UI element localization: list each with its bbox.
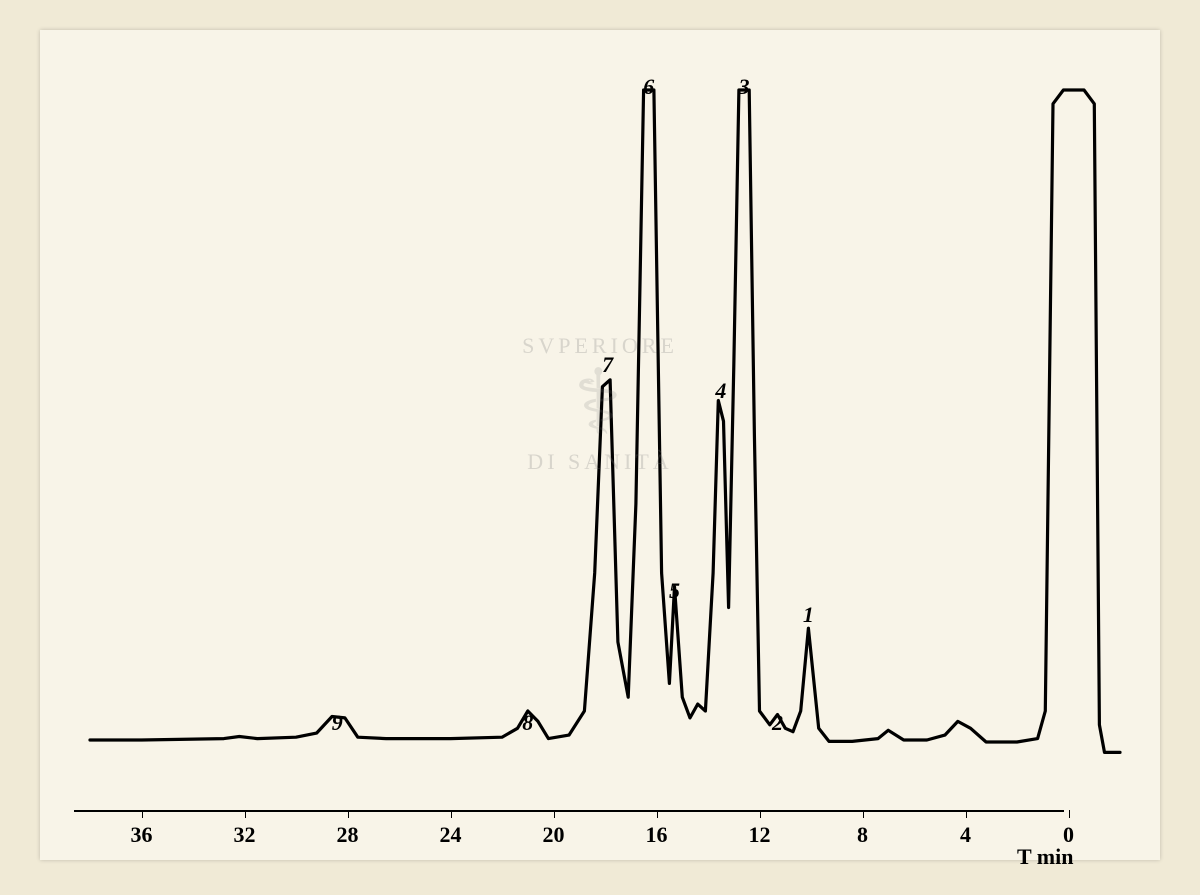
peak-label: 9 [332,710,343,736]
x-tick [863,810,864,818]
x-tick [245,810,246,818]
peak-label: 7 [602,352,613,378]
x-tick [348,810,349,818]
peak-label: 3 [739,74,750,100]
x-tick [760,810,761,818]
x-tick-label: 4 [960,822,971,848]
x-axis-line [74,810,1064,812]
peak-label: 5 [669,578,680,604]
x-tick [657,810,658,818]
x-tick-label: 20 [543,822,565,848]
x-tick [1069,810,1070,818]
scan-frame: 04812162024283236 123456789 T min SVPERI… [40,30,1160,860]
x-tick [554,810,555,818]
x-tick-label: 28 [337,822,359,848]
x-tick [966,810,967,818]
chromatogram-trace [90,90,1120,752]
x-tick [451,810,452,818]
x-tick-label: 8 [857,822,868,848]
x-tick-label: 16 [646,822,668,848]
x-tick-label: 32 [234,822,256,848]
peak-label: 1 [803,602,814,628]
peak-label: 8 [522,710,533,736]
x-tick [142,810,143,818]
peak-label: 6 [643,74,654,100]
peak-label: 2 [772,710,783,736]
peak-label: 4 [715,378,726,404]
x-tick-label: 12 [749,822,771,848]
x-axis-title: T min [1017,844,1073,870]
x-tick-label: 24 [440,822,462,848]
chromatogram-svg [40,30,1160,860]
x-tick-label: 36 [131,822,153,848]
